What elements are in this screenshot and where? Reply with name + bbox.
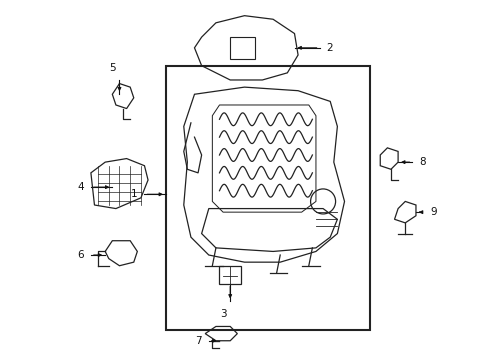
Text: 3: 3: [219, 309, 226, 319]
Bar: [165, 66, 369, 330]
Text: 8: 8: [419, 157, 426, 167]
Text: 6: 6: [77, 250, 83, 260]
Text: 2: 2: [326, 43, 333, 53]
Text: 9: 9: [429, 207, 436, 217]
Text: 5: 5: [109, 63, 115, 73]
Text: 1: 1: [130, 189, 137, 199]
Text: 4: 4: [77, 182, 83, 192]
Text: 7: 7: [195, 336, 201, 346]
